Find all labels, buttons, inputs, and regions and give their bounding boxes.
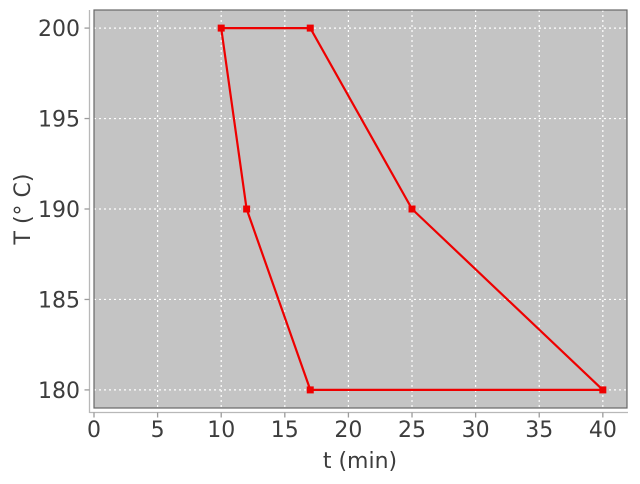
- x-axis-label: t (min): [323, 449, 397, 474]
- y-tick-label: 195: [38, 108, 80, 133]
- x-tick-label: 0: [87, 418, 101, 443]
- plot-border: [93, 9, 628, 409]
- x-tick-label: 20: [334, 418, 362, 443]
- x-tick-label: 15: [271, 418, 299, 443]
- x-tick-label: 10: [207, 418, 235, 443]
- data-point-marker: [599, 386, 607, 394]
- data-point-marker: [306, 24, 314, 32]
- y-axis-label: T (° C): [11, 174, 36, 246]
- x-tick-label: 35: [525, 418, 553, 443]
- data-point-marker: [408, 205, 416, 213]
- y-tick-label: 180: [38, 379, 80, 404]
- y-tick-label: 200: [38, 17, 80, 42]
- x-tick-label: 5: [151, 418, 165, 443]
- y-tick-label: 185: [38, 288, 80, 313]
- data-point-marker: [243, 205, 251, 213]
- data-point-marker: [217, 24, 225, 32]
- x-tick-label: 40: [589, 418, 617, 443]
- data-point-marker: [306, 386, 314, 394]
- y-tick-label: 190: [38, 198, 80, 223]
- x-tick-label: 30: [462, 418, 490, 443]
- x-tick-label: 25: [398, 418, 426, 443]
